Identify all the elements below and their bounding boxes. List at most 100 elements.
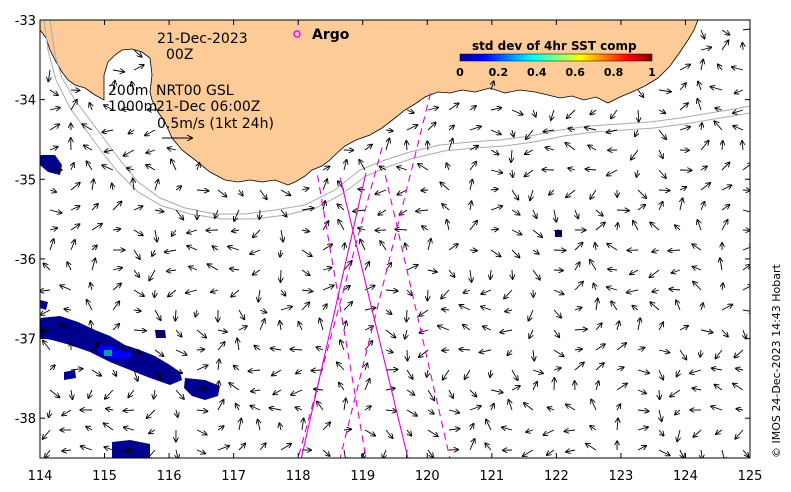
- current-arrow: [40, 309, 51, 315]
- current-arrow: [675, 225, 681, 231]
- current-arrow: [253, 229, 261, 237]
- current-arrow: [593, 284, 596, 291]
- current-arrow: [637, 348, 645, 350]
- current-arrow: [680, 198, 683, 211]
- current-arrow: [448, 429, 460, 430]
- current-arrow: [715, 385, 723, 391]
- current-arrow: [281, 269, 282, 282]
- current-arrow: [442, 204, 450, 211]
- current-arrow: [607, 287, 618, 290]
- current-arrow: [385, 388, 395, 390]
- current-arrow: [483, 326, 492, 330]
- current-arrow: [617, 223, 618, 231]
- current-arrow: [281, 229, 283, 242]
- current-arrow: [511, 386, 520, 391]
- current-arrow: [595, 223, 605, 231]
- isobath-200m: [49, 20, 750, 215]
- current-arrow: [659, 389, 660, 399]
- current-arrow: [491, 404, 494, 411]
- current-arrow: [448, 244, 458, 251]
- current-arrow: [553, 289, 564, 294]
- current-arrow: [469, 221, 477, 231]
- current-arrow: [721, 29, 730, 35]
- current-arrow: [208, 264, 219, 271]
- colorbar-ticks: 0 0.2 0.4 0.6 0.8 1: [456, 66, 656, 79]
- current-arrow: [104, 105, 114, 111]
- current-arrow: [716, 430, 723, 434]
- current-arrow: [337, 362, 345, 371]
- current-arrow: [448, 410, 459, 413]
- current-arrow: [532, 269, 540, 280]
- current-arrow: [533, 349, 534, 361]
- current-arrow: [632, 306, 639, 310]
- current-arrow: [470, 180, 472, 191]
- current-arrow: [217, 342, 225, 351]
- current-arrow: [102, 130, 114, 132]
- current-arrow: [365, 363, 367, 371]
- current-arrow: [481, 307, 492, 311]
- current-arrow: [469, 162, 476, 171]
- current-arrow: [353, 210, 366, 211]
- current-arrow: [280, 321, 281, 331]
- current-arrow: [596, 381, 599, 391]
- current-arrow: [588, 145, 597, 151]
- current-arrow: [175, 329, 182, 337]
- current-arrow: [735, 429, 744, 439]
- current-arrow: [635, 129, 638, 136]
- current-arrow: [301, 230, 309, 232]
- current-arrow: [637, 89, 643, 97]
- current-arrow: [147, 409, 156, 418]
- current-arrow: [742, 210, 750, 213]
- current-arrow: [532, 370, 543, 373]
- current-arrow: [406, 409, 417, 416]
- current-arrow: [638, 109, 639, 122]
- current-arrow: [270, 408, 282, 410]
- current-arrow: [532, 250, 539, 254]
- current-arrow: [91, 369, 101, 376]
- current-arrow: [49, 409, 50, 417]
- current-arrow: [528, 309, 534, 321]
- current-arrow: [526, 430, 534, 432]
- current-arrow: [692, 244, 702, 251]
- isobath-1000m: [43, 20, 750, 220]
- current-arrow: [92, 259, 95, 271]
- current-arrow: [250, 406, 261, 411]
- current-arrow: [175, 389, 184, 399]
- colorbar-tick-label: 0.2: [489, 66, 509, 79]
- current-arrow: [145, 129, 156, 136]
- current-arrow: [637, 390, 646, 393]
- current-arrow: [616, 343, 626, 351]
- current-arrow: [427, 108, 438, 111]
- current-arrow: [175, 370, 182, 373]
- current-arrow: [259, 209, 260, 219]
- current-arrow: [343, 286, 350, 290]
- current-arrow: [733, 126, 744, 131]
- current-arrow: [133, 350, 141, 353]
- current-arrow: [302, 419, 304, 431]
- current-arrow: [273, 389, 282, 394]
- current-arrow: [168, 148, 177, 150]
- current-arrow: [175, 349, 187, 355]
- current-arrow: [591, 400, 597, 411]
- current-arrow: [49, 147, 58, 150]
- current-arrow: [167, 270, 177, 271]
- current-arrow: [228, 246, 240, 251]
- current-arrow: [507, 349, 512, 355]
- current-arrow: [693, 429, 702, 437]
- current-arrow: [259, 189, 267, 199]
- current-arrow: [469, 406, 481, 411]
- lon-tick-label: 125: [738, 469, 763, 484]
- current-arrow: [419, 309, 429, 316]
- current-arrow: [427, 449, 433, 457]
- current-arrow: [512, 169, 513, 177]
- current-arrow: [127, 168, 135, 170]
- current-arrow: [133, 49, 142, 57]
- current-arrow: [502, 427, 513, 430]
- current-arrow: [438, 326, 450, 331]
- current-arrow: [41, 330, 51, 331]
- current-arrow: [692, 388, 702, 390]
- current-arrow: [165, 250, 177, 252]
- current-arrow: [526, 129, 534, 139]
- current-arrow: [549, 189, 555, 195]
- current-arrow: [469, 126, 481, 131]
